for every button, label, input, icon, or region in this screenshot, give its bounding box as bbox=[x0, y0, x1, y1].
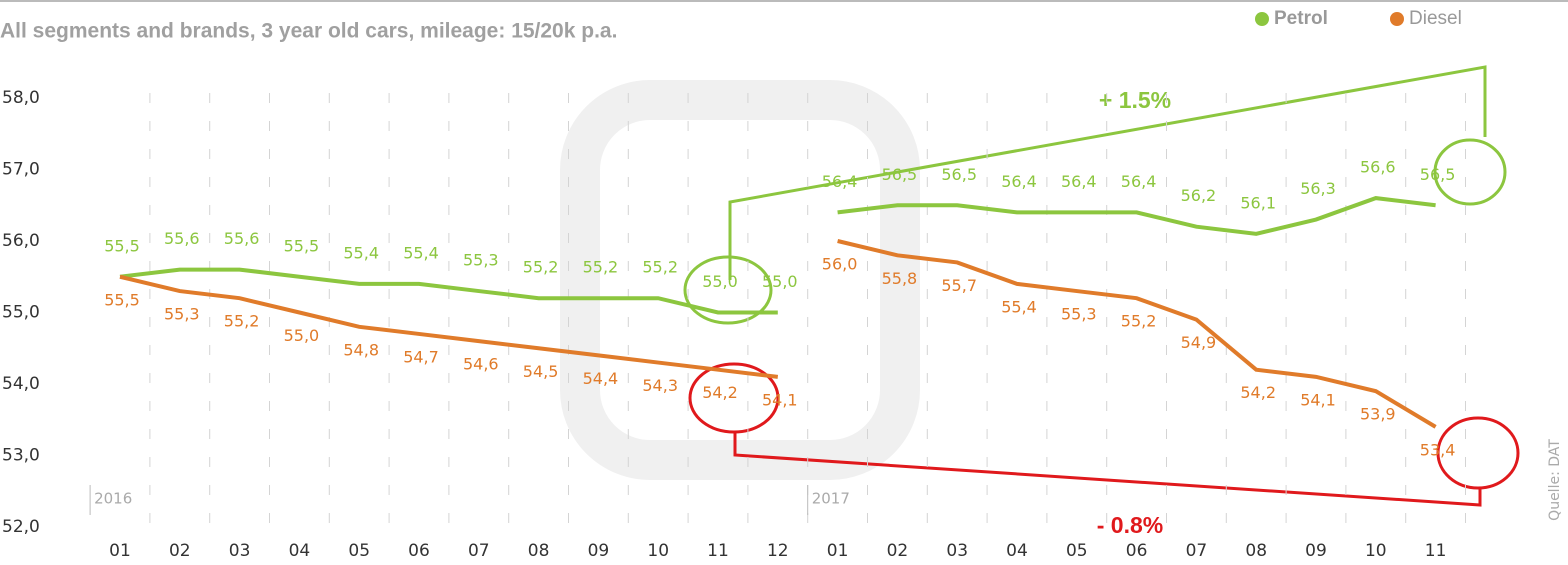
x-tick-label: 02 bbox=[169, 541, 191, 561]
value-label: 55,0 bbox=[762, 272, 798, 291]
series-line bbox=[119, 274, 779, 379]
value-label: 54,4 bbox=[583, 369, 619, 388]
y-tick-label: 55,0 bbox=[2, 303, 40, 323]
x-tick-label: 11 bbox=[707, 541, 729, 561]
value-label: 56,5 bbox=[882, 165, 918, 184]
x-tick-label: 09 bbox=[588, 541, 610, 561]
x-tick-label: 01 bbox=[109, 541, 131, 561]
value-label: 56,4 bbox=[1001, 172, 1037, 191]
value-label: 55,0 bbox=[284, 326, 320, 345]
year-label: 2016 bbox=[94, 490, 132, 508]
y-tick-label: 57,0 bbox=[2, 160, 40, 180]
highlight-circle bbox=[683, 255, 773, 325]
value-label: 54,1 bbox=[762, 390, 798, 409]
value-label: 56,4 bbox=[1121, 172, 1157, 191]
value-label: 55,3 bbox=[1061, 305, 1097, 324]
value-label: 55,2 bbox=[224, 312, 260, 331]
bracket bbox=[728, 65, 1487, 280]
value-label: 55,4 bbox=[1001, 297, 1037, 316]
value-label: 53,4 bbox=[1420, 440, 1456, 459]
value-label: 55,2 bbox=[523, 258, 559, 277]
value-label: 56,5 bbox=[941, 165, 977, 184]
value-label: 54,9 bbox=[1181, 333, 1217, 352]
value-label: 55,4 bbox=[343, 243, 379, 262]
value-label: 55,2 bbox=[642, 258, 678, 277]
value-label: 55,6 bbox=[224, 229, 260, 248]
x-tick-label: 10 bbox=[1365, 541, 1387, 561]
x-tick-label: 08 bbox=[528, 541, 550, 561]
value-label: 56,3 bbox=[1300, 179, 1336, 198]
bracket bbox=[733, 432, 1482, 507]
y-tick-label: 53,0 bbox=[2, 446, 40, 466]
value-label: 55,3 bbox=[463, 251, 499, 270]
value-label: 55,2 bbox=[1121, 312, 1157, 331]
value-label: 54,2 bbox=[1240, 383, 1276, 402]
highlight-circle bbox=[1433, 138, 1507, 206]
annotation: - 0.8% bbox=[1097, 512, 1163, 538]
value-label: 54,7 bbox=[403, 347, 439, 366]
value-label: 54,2 bbox=[702, 383, 738, 402]
value-label: 56,4 bbox=[1061, 172, 1097, 191]
x-tick-label: 07 bbox=[468, 541, 490, 561]
value-label: 53,9 bbox=[1360, 405, 1396, 424]
watermark bbox=[560, 80, 920, 480]
x-tick-label: 03 bbox=[946, 541, 968, 561]
series-line bbox=[119, 267, 778, 315]
legend-marker bbox=[1255, 12, 1269, 26]
value-label: 54,6 bbox=[463, 355, 499, 374]
x-tick-label: 05 bbox=[1066, 541, 1088, 561]
value-label: 55,0 bbox=[702, 272, 738, 291]
value-label: 55,5 bbox=[104, 236, 140, 255]
x-tick-label: 09 bbox=[1305, 541, 1327, 561]
value-label: 55,7 bbox=[941, 276, 977, 295]
series-line bbox=[837, 196, 1436, 236]
x-tick-label: 05 bbox=[348, 541, 370, 561]
value-label: 54,1 bbox=[1300, 390, 1336, 409]
source: Quelle: DAT bbox=[1547, 439, 1563, 521]
y-tick-label: 54,0 bbox=[2, 374, 40, 394]
x-tick-label: 02 bbox=[887, 541, 909, 561]
y-tick-label: 52,0 bbox=[2, 517, 40, 537]
x-tick-label: 04 bbox=[1006, 541, 1028, 561]
value-label: 54,8 bbox=[343, 340, 379, 359]
x-tick-label: 04 bbox=[289, 541, 311, 561]
legend-label: Diesel bbox=[1409, 8, 1462, 29]
value-label: 56,4 bbox=[822, 172, 858, 191]
x-tick-label: 12 bbox=[767, 541, 789, 561]
value-label: 55,5 bbox=[284, 236, 320, 255]
legend: Petrol Diesel bbox=[1255, 8, 1462, 29]
value-label: 55,8 bbox=[882, 269, 918, 288]
value-label: 56,1 bbox=[1240, 193, 1276, 212]
value-label: 55,6 bbox=[164, 229, 200, 248]
y-tick-label: 58,0 bbox=[2, 88, 40, 108]
value-label: 55,2 bbox=[583, 258, 619, 277]
value-label: 56,6 bbox=[1360, 158, 1396, 177]
year-label: 2017 bbox=[812, 490, 850, 508]
x-tick-label: 01 bbox=[827, 541, 849, 561]
x-tick-label: 06 bbox=[408, 541, 430, 561]
x-tick-label: 03 bbox=[229, 541, 251, 561]
highlight-circle bbox=[688, 362, 780, 434]
subtitle: All segments and brands, 3 year old cars… bbox=[0, 20, 617, 43]
value-label: 55,5 bbox=[104, 290, 140, 309]
y-tick-label: 56,0 bbox=[2, 231, 40, 251]
legend-label: Petrol bbox=[1274, 8, 1328, 29]
annotation: + 1.5% bbox=[1099, 87, 1171, 113]
legend-marker bbox=[1390, 12, 1404, 26]
value-label: 55,4 bbox=[403, 243, 439, 262]
value-label: 56,0 bbox=[822, 255, 858, 274]
x-tick-label: 06 bbox=[1126, 541, 1148, 561]
value-label: 54,5 bbox=[523, 362, 559, 381]
value-label: 56,2 bbox=[1181, 186, 1217, 205]
value-label: 56,5 bbox=[1420, 165, 1456, 184]
x-tick-label: 10 bbox=[647, 541, 669, 561]
value-label: 54,3 bbox=[642, 376, 678, 395]
x-tick-label: 11 bbox=[1425, 541, 1447, 561]
series-line bbox=[837, 239, 1437, 429]
value-label: 55,3 bbox=[164, 305, 200, 324]
x-tick-label: 08 bbox=[1245, 541, 1267, 561]
highlight-circle bbox=[1436, 416, 1520, 490]
x-tick-label: 07 bbox=[1186, 541, 1208, 561]
